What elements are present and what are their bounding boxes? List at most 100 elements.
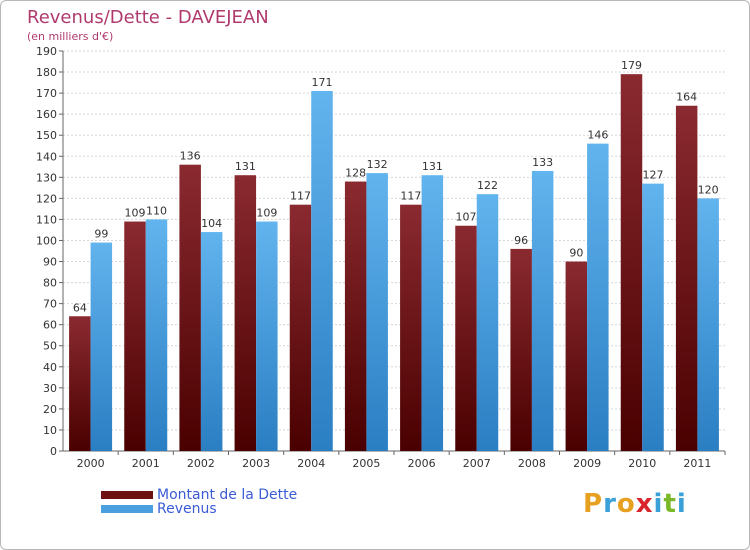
legend-item-dette: Montant de la Dette [101, 487, 297, 503]
legend-label-dette: Montant de la Dette [157, 487, 298, 503]
data-label-revenus: 127 [643, 169, 664, 182]
y-tick-label: 80 [43, 277, 57, 290]
logo-letter: r [603, 489, 617, 519]
x-tick-label: 2003 [242, 457, 270, 470]
data-label-revenus: 131 [422, 160, 443, 173]
proxiti-logo: Proxiti [583, 489, 687, 519]
y-tick-label: 140 [36, 150, 57, 163]
bar-revenus [311, 91, 333, 451]
data-label-dette: 107 [456, 211, 477, 224]
bar-revenus [90, 242, 113, 451]
y-tick-label: 0 [50, 445, 57, 458]
data-label-revenus: 104 [201, 217, 222, 230]
legend-item-revenus: Revenus [101, 501, 297, 517]
bar-dette [620, 74, 643, 451]
x-tick-label: 2001 [132, 457, 160, 470]
logo-letter: i [653, 489, 664, 519]
bar-revenus [642, 183, 664, 451]
bar-revenus [200, 232, 223, 451]
data-label-revenus: 146 [587, 129, 608, 142]
legend-label-revenus: Revenus [157, 501, 217, 517]
bar-dette [234, 175, 257, 452]
bar-revenus [145, 219, 168, 451]
bar-revenus [366, 173, 388, 451]
logo-letter: t [663, 489, 677, 519]
y-tick-label: 170 [36, 87, 57, 100]
data-label-dette: 136 [180, 150, 201, 163]
chart-title: Revenus/Dette - DAVEJEAN [27, 7, 269, 28]
y-tick-label: 190 [36, 45, 57, 58]
bar-dette [124, 221, 146, 451]
x-tick-label: 2009 [573, 457, 601, 470]
bar-dette [565, 261, 588, 451]
data-label-dette: 179 [621, 59, 642, 72]
data-label-revenus: 171 [312, 76, 333, 89]
x-tick-label: 2006 [408, 457, 436, 470]
logo-letter: i [676, 489, 687, 519]
x-tick-label: 2000 [77, 457, 105, 470]
bars [69, 74, 719, 452]
y-tick-label: 150 [36, 129, 57, 142]
axes: 0 10 20 30 40 50 60 70 80 90 100 110 120 130 140 150 160… [36, 45, 726, 470]
bar-dette [289, 204, 312, 451]
chart-subtitle: (en milliers d'€) [27, 30, 114, 43]
y-tick-label: 160 [36, 108, 57, 121]
legend-swatch-revenus [101, 505, 153, 513]
data-label-revenus: 122 [477, 179, 498, 192]
data-label-revenus: 99 [94, 228, 108, 241]
logo-letter: x [635, 489, 654, 519]
bar-dette [510, 248, 532, 451]
bar-dette [675, 105, 698, 451]
data-label-revenus: 132 [367, 158, 388, 171]
data-label-dette: 128 [345, 167, 366, 180]
bar-revenus [587, 143, 609, 451]
y-tick-label: 30 [43, 382, 57, 395]
logo-letter: o [616, 489, 636, 519]
data-label-revenus: 133 [532, 156, 553, 169]
y-tick-label: 10 [43, 424, 57, 437]
x-tick-label: 2008 [518, 457, 546, 470]
y-tick-label: 90 [43, 256, 57, 269]
legend-swatch-dette [101, 491, 153, 499]
bar-dette [400, 204, 422, 451]
logo-letter: P [583, 489, 604, 519]
bar-dette [344, 181, 367, 452]
data-label-dette: 117 [400, 190, 421, 203]
x-tick-label: 2004 [297, 457, 325, 470]
bar-dette [69, 316, 91, 451]
data-label-revenus: 120 [698, 183, 719, 196]
y-tick-label: 60 [43, 319, 57, 332]
x-tick-label: 2007 [463, 457, 491, 470]
y-tick-label: 50 [43, 340, 57, 353]
data-label-dette: 131 [235, 160, 256, 173]
data-label-dette: 117 [290, 190, 311, 203]
y-tick-label: 180 [36, 66, 57, 79]
bar-revenus [531, 171, 554, 451]
data-label-dette: 164 [676, 91, 697, 104]
x-tick-label: 2010 [628, 457, 656, 470]
bar-dette [455, 225, 477, 451]
x-tick-label: 2005 [352, 457, 380, 470]
y-tick-label: 110 [36, 213, 57, 226]
y-tick-label: 130 [36, 171, 57, 184]
bar-revenus [476, 194, 499, 451]
bar-revenus [697, 198, 719, 451]
data-label-revenus: 109 [256, 207, 277, 220]
bar-dette [179, 164, 201, 451]
y-tick-label: 120 [36, 192, 57, 205]
data-label-revenus: 110 [146, 204, 167, 217]
y-tick-label: 40 [43, 361, 57, 374]
data-label-dette: 96 [514, 234, 528, 247]
data-label-dette: 109 [125, 207, 146, 220]
data-label-dette: 64 [73, 301, 87, 314]
x-tick-label: 2011 [683, 457, 711, 470]
bar-revenus [256, 221, 278, 451]
legend: Montant de la Dette Revenus [101, 487, 297, 517]
y-tick-label: 70 [43, 298, 57, 311]
bar-revenus [421, 175, 444, 452]
y-tick-label: 100 [36, 234, 57, 247]
data-label-dette: 90 [569, 247, 583, 260]
